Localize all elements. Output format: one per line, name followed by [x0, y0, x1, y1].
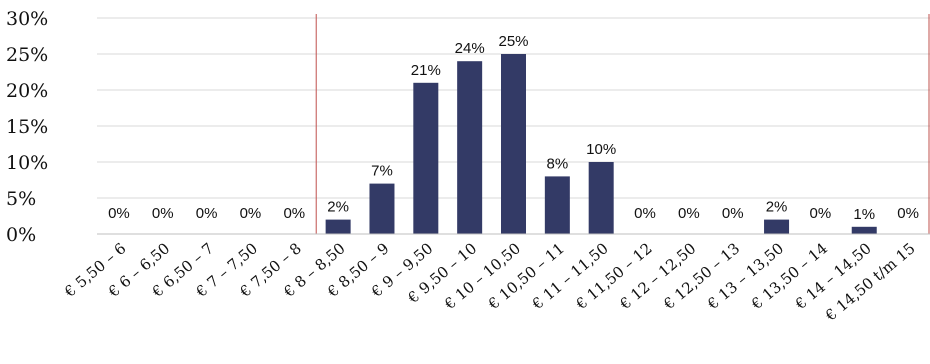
y-tick-label: 30% — [6, 8, 48, 30]
data-label: 0% — [678, 205, 700, 222]
data-label: 0% — [152, 205, 174, 222]
bars — [325, 54, 877, 235]
data-label: 0% — [722, 205, 744, 222]
data-label: 0% — [108, 205, 130, 222]
data-label: 0% — [240, 205, 262, 222]
data-label: 0% — [897, 205, 919, 222]
bar — [501, 54, 526, 234]
data-label: 8% — [546, 155, 568, 172]
bar — [457, 61, 483, 235]
y-tick-label: 5% — [6, 188, 36, 210]
y-tick-label: 10% — [6, 152, 48, 174]
data-label: 2% — [766, 199, 788, 216]
data-label: 25% — [498, 33, 528, 50]
data-labels: 0% 0% 0% 0% 0% 2% 7% 21% 24% 25% 8% 10% 0% 0% 0% 2% 0% 1%… — [108, 33, 919, 223]
data-label: 0% — [810, 205, 832, 222]
bar — [851, 226, 877, 234]
bar — [413, 82, 439, 234]
x-tick-labels: € 5,50 – 6€ 6 – 6,50€ 6,50 – 7€ 7 – 7,50… — [60, 239, 918, 325]
y-tick-label: 20% — [6, 80, 48, 102]
data-label: 0% — [283, 205, 305, 222]
bar — [369, 183, 395, 234]
reference-lines — [315, 14, 930, 234]
bar — [544, 176, 570, 234]
data-label: 0% — [634, 205, 656, 222]
bar — [325, 219, 351, 234]
bar — [764, 219, 790, 234]
data-label: 1% — [853, 206, 875, 223]
data-label: 10% — [586, 141, 616, 158]
bar — [588, 162, 614, 234]
y-tick-label: 0% — [6, 224, 36, 246]
data-label: 21% — [411, 62, 441, 79]
data-label: 7% — [371, 163, 393, 180]
data-label: 2% — [327, 199, 349, 216]
y-tick-labels: 0% 5% 10% 15% 20% 25% 30% — [6, 8, 48, 246]
data-label: 24% — [455, 40, 485, 57]
data-label: 0% — [196, 205, 218, 222]
y-tick-label: 15% — [6, 116, 48, 138]
y-tick-label: 25% — [6, 44, 48, 66]
